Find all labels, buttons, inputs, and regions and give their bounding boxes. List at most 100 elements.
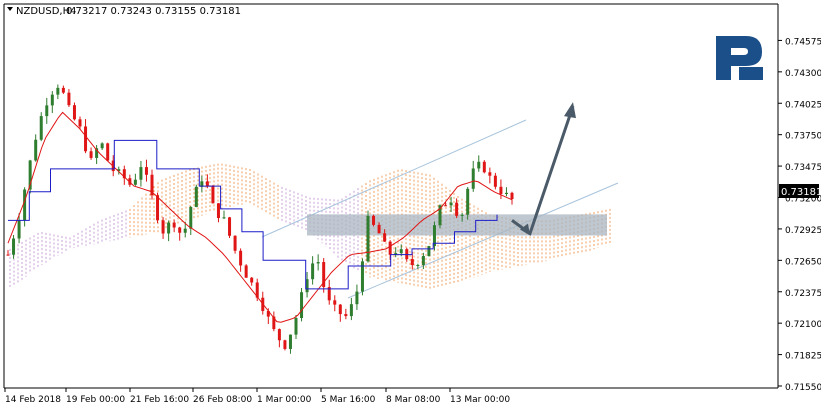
candlesticks bbox=[6, 84, 514, 354]
price-tick-label: 0.72925 bbox=[785, 226, 821, 236]
candle-body bbox=[122, 169, 126, 179]
down-arrow-head bbox=[520, 223, 530, 236]
candle-body bbox=[239, 250, 243, 266]
candle-body bbox=[84, 126, 88, 152]
candle-body bbox=[50, 94, 54, 106]
candle-body bbox=[510, 192, 514, 200]
forecast-arrows bbox=[511, 102, 576, 236]
candle-body bbox=[56, 87, 60, 95]
candle-body bbox=[211, 186, 215, 204]
forecast-path bbox=[511, 105, 575, 236]
candle-body bbox=[244, 265, 248, 278]
candle-body bbox=[266, 310, 270, 317]
candle-body bbox=[421, 256, 425, 266]
candle-body bbox=[493, 175, 497, 187]
candle-body bbox=[482, 161, 486, 173]
candle-body bbox=[61, 87, 65, 93]
candle-body bbox=[45, 105, 49, 117]
candle-body bbox=[205, 181, 209, 187]
candle-body bbox=[305, 279, 309, 293]
candle-body bbox=[427, 246, 431, 257]
candle-body bbox=[283, 340, 287, 349]
candle-body bbox=[255, 282, 259, 298]
time-tick-label: 8 Mar 08:00 bbox=[386, 395, 441, 405]
price-tick-label: 0.74025 bbox=[785, 100, 821, 110]
price-tick-label: 0.72100 bbox=[785, 320, 821, 330]
candle-body bbox=[388, 241, 392, 255]
candle-body bbox=[333, 300, 337, 305]
candle-body bbox=[455, 202, 459, 216]
channel-lower-line bbox=[347, 182, 619, 299]
price-tag-box bbox=[779, 184, 819, 198]
price-tick-label: 0.73475 bbox=[785, 163, 821, 173]
candle-body bbox=[172, 222, 176, 228]
ohlc-quotes: 0.73217 0.73243 0.73155 0.73181 bbox=[66, 6, 241, 17]
candle-body bbox=[34, 139, 38, 161]
candle-body bbox=[360, 261, 364, 292]
candle-body bbox=[95, 148, 99, 158]
price-tick-label: 0.71550 bbox=[785, 383, 821, 393]
roboforex-logo-icon bbox=[716, 36, 762, 80]
ma-blue-line bbox=[8, 139, 498, 290]
price-tick-label: 0.74300 bbox=[785, 69, 821, 79]
candle-body bbox=[488, 172, 492, 176]
candle-body bbox=[194, 186, 198, 208]
price-tick-label: 0.72650 bbox=[785, 257, 821, 267]
current-price-tag: 0.73181 bbox=[779, 184, 821, 198]
candle-body bbox=[200, 181, 204, 187]
collapse-triangle-icon[interactable] bbox=[7, 7, 13, 11]
candle-body bbox=[78, 119, 82, 127]
candle-body bbox=[183, 228, 187, 233]
candle-body bbox=[178, 227, 182, 233]
trend-channel bbox=[261, 119, 619, 299]
candle-body bbox=[504, 192, 508, 195]
candle-body bbox=[228, 217, 232, 236]
candle-body bbox=[133, 179, 137, 185]
candle-body bbox=[233, 235, 237, 251]
roboforex-logo bbox=[716, 36, 763, 80]
candle-body bbox=[300, 292, 304, 319]
candle-body bbox=[72, 105, 76, 120]
candle-body bbox=[383, 233, 387, 242]
symbol-label: NZDUSD,H4 bbox=[16, 6, 76, 17]
time-tick-label: 26 Feb 08:00 bbox=[193, 395, 252, 405]
time-tick-label: 21 Feb 16:00 bbox=[130, 395, 189, 405]
candle-body bbox=[106, 143, 110, 161]
time-tick-label: 5 Mar 16:00 bbox=[321, 395, 376, 405]
candle-body bbox=[250, 277, 254, 283]
price-tick-label: 0.71825 bbox=[785, 352, 821, 362]
candle-body bbox=[89, 151, 93, 158]
up-arrow-head bbox=[564, 102, 576, 119]
candle-body bbox=[67, 92, 71, 106]
candle-body bbox=[144, 167, 148, 175]
price-tick-label: 0.73750 bbox=[785, 132, 821, 142]
candle-body bbox=[150, 174, 154, 196]
candle-body bbox=[100, 143, 104, 149]
channel-upper-line bbox=[261, 119, 527, 238]
ma-red-line bbox=[7, 111, 513, 323]
candle-body bbox=[277, 329, 281, 341]
candle-body bbox=[139, 167, 143, 180]
time-axis: 14 Feb 2018 19 Feb 00:00 21 Feb 16:00 26 Fe… bbox=[4, 388, 510, 405]
candle-body bbox=[272, 316, 276, 330]
time-tick-label: 13 Mar 00:00 bbox=[450, 395, 510, 405]
candle-body bbox=[6, 254, 10, 256]
price-tick-label: 0.72375 bbox=[785, 289, 821, 299]
candle-body bbox=[117, 169, 121, 172]
candle-body bbox=[432, 225, 436, 247]
candle-body bbox=[471, 168, 475, 189]
candle-body bbox=[39, 116, 43, 140]
candle-body bbox=[167, 222, 171, 234]
candle-body bbox=[28, 160, 32, 190]
candle-body bbox=[399, 249, 403, 254]
candle-body bbox=[366, 215, 370, 262]
candle-body bbox=[499, 186, 503, 195]
candle-body bbox=[161, 220, 165, 234]
candle-body bbox=[416, 265, 420, 267]
candle-body bbox=[311, 263, 315, 280]
candle-body bbox=[327, 287, 331, 301]
candle-body bbox=[377, 224, 381, 234]
candle-body bbox=[294, 318, 298, 335]
